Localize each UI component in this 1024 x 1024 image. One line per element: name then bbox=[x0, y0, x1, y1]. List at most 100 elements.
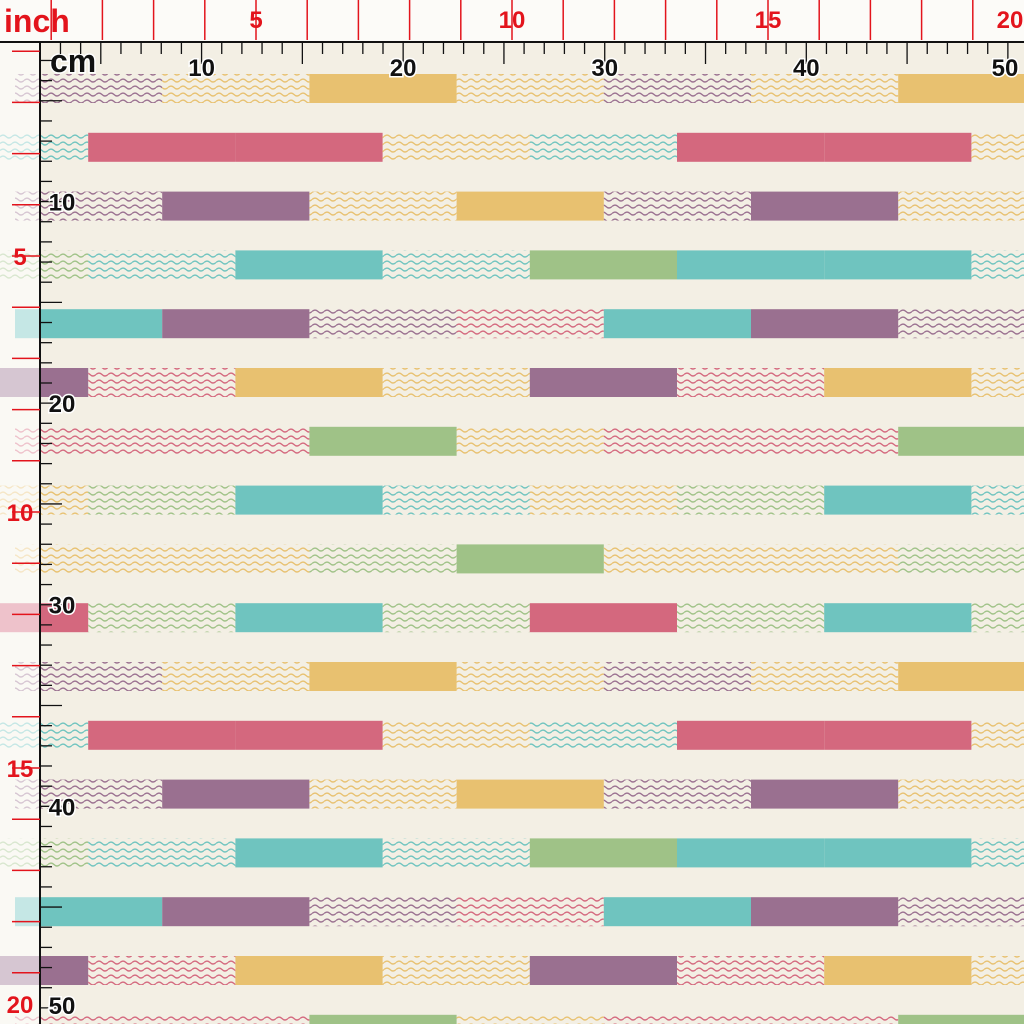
stripe-block bbox=[88, 838, 236, 868]
stripe-block bbox=[971, 720, 1024, 750]
stripe-block bbox=[88, 485, 236, 515]
stripe-block bbox=[162, 544, 310, 574]
stripe-block bbox=[677, 720, 825, 750]
stripe-block bbox=[529, 250, 677, 280]
stripe-block bbox=[971, 603, 1024, 633]
stripe-block bbox=[382, 250, 530, 280]
stripe-block bbox=[456, 897, 604, 927]
cm-label: 10 bbox=[188, 55, 215, 82]
stripe-block bbox=[603, 897, 751, 927]
cm-unit-label: cm bbox=[50, 43, 96, 79]
stripe-block bbox=[898, 426, 1024, 456]
stripe-block bbox=[677, 838, 825, 868]
stripe-block bbox=[824, 603, 972, 633]
inch-unit-label: inch bbox=[4, 3, 70, 39]
inch-label: 15 bbox=[755, 7, 782, 34]
stripe-pattern bbox=[0, 74, 1024, 1024]
stripe-block bbox=[898, 544, 1024, 574]
cm-label: 30 bbox=[49, 593, 76, 620]
stripe-block bbox=[529, 485, 677, 515]
stripe-block bbox=[235, 132, 383, 162]
left-ruler-band bbox=[0, 42, 40, 1024]
stripe-block bbox=[751, 1014, 899, 1024]
cm-label: 50 bbox=[49, 993, 76, 1020]
stripe-block bbox=[309, 662, 457, 691]
stripe-block bbox=[235, 250, 383, 280]
stripe-block bbox=[824, 838, 972, 868]
cm-label: 40 bbox=[793, 55, 820, 82]
stripe-block bbox=[456, 1014, 604, 1024]
stripe-block bbox=[751, 662, 899, 691]
cm-label: 40 bbox=[49, 794, 76, 821]
stripe-block bbox=[309, 544, 457, 574]
stripe-block bbox=[677, 956, 825, 985]
stripe-block bbox=[162, 426, 310, 456]
stripe-block bbox=[971, 368, 1024, 397]
stripe-block bbox=[898, 1014, 1024, 1024]
stripe-block bbox=[529, 132, 677, 162]
stripe-block bbox=[456, 74, 604, 103]
stripe-block bbox=[88, 368, 236, 397]
stripe-block bbox=[235, 838, 383, 868]
cm-label: 50 bbox=[992, 55, 1019, 82]
inch-label: 5 bbox=[13, 244, 26, 271]
stripe-block bbox=[677, 603, 825, 633]
stripe-block bbox=[677, 132, 825, 162]
stripe-block bbox=[677, 250, 825, 280]
stripe-block bbox=[971, 838, 1024, 868]
stripe-block bbox=[603, 191, 751, 221]
stripe-block bbox=[162, 662, 310, 691]
cm-label: 20 bbox=[390, 55, 417, 82]
stripe-block bbox=[603, 309, 751, 339]
stripe-block bbox=[162, 897, 310, 927]
inch-label: 10 bbox=[7, 500, 34, 527]
stripe-block bbox=[751, 426, 899, 456]
inch-label: 5 bbox=[249, 7, 262, 34]
stripe-block bbox=[529, 603, 677, 633]
stripe-block bbox=[529, 838, 677, 868]
stripe-block bbox=[309, 779, 457, 809]
stripe-block bbox=[235, 720, 383, 750]
stripe-block bbox=[382, 485, 530, 515]
stripe-block bbox=[309, 309, 457, 339]
stripe-block bbox=[456, 779, 604, 809]
stripe-block bbox=[309, 191, 457, 221]
stripe-block bbox=[88, 250, 236, 280]
stripe-block bbox=[456, 191, 604, 221]
stripe-block bbox=[456, 426, 604, 456]
stripe-block bbox=[971, 485, 1024, 515]
stripe-block bbox=[162, 74, 310, 103]
stripe-block bbox=[824, 132, 972, 162]
stripe-block bbox=[382, 720, 530, 750]
stripe-block bbox=[88, 720, 236, 750]
stripe-block bbox=[235, 368, 383, 397]
stripe-block bbox=[971, 956, 1024, 985]
stripe-block bbox=[898, 897, 1024, 927]
inch-label: 20 bbox=[997, 7, 1024, 34]
stripe-block bbox=[456, 544, 604, 574]
stripe-block bbox=[751, 897, 899, 927]
stripe-block bbox=[751, 309, 899, 339]
stripe-block bbox=[162, 309, 310, 339]
stripe-block bbox=[456, 309, 604, 339]
cm-label: 30 bbox=[591, 55, 618, 82]
stripe-block bbox=[751, 191, 899, 221]
stripe-block bbox=[235, 485, 383, 515]
stripe-block bbox=[382, 838, 530, 868]
stripe-block bbox=[529, 368, 677, 397]
stripe-block bbox=[603, 544, 751, 574]
stripe-block bbox=[898, 191, 1024, 221]
stripe-block bbox=[309, 74, 457, 103]
stripe-block bbox=[898, 74, 1024, 103]
stripe-block bbox=[162, 1014, 310, 1024]
inch-label: 15 bbox=[7, 756, 34, 783]
stripe-block bbox=[162, 191, 310, 221]
cm-label: 20 bbox=[49, 391, 76, 418]
stripe-block bbox=[15, 1014, 163, 1024]
stripe-block bbox=[309, 897, 457, 927]
stripe-block bbox=[824, 250, 972, 280]
stripe-block bbox=[971, 250, 1024, 280]
stripe-block bbox=[309, 426, 457, 456]
